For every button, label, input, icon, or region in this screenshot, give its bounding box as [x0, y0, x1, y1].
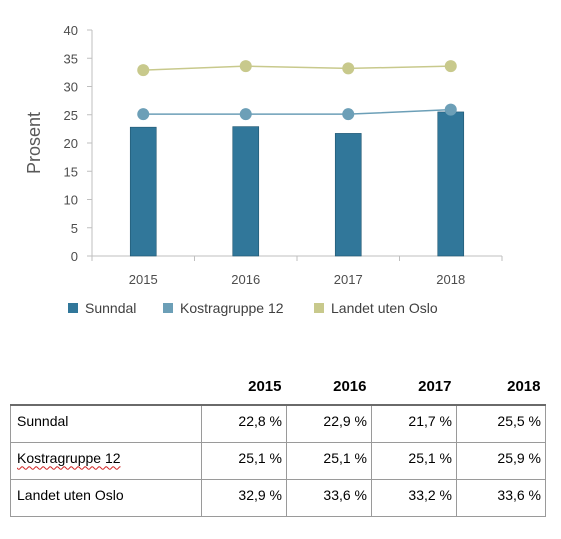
chart-legend: Sunndal Kostragruppe 12 Landet uten Oslo: [68, 300, 438, 316]
bar-series: [129, 111, 465, 257]
data-point: [444, 103, 457, 116]
series-line: [143, 108, 451, 115]
y-tick-label: 5: [71, 221, 78, 236]
row-label: Sunndal: [10, 404, 202, 443]
table-header-row: 2015 2016 2017 2018: [11, 368, 546, 405]
table-cell: 25,1 %: [371, 441, 457, 480]
legend-label: Sunndal: [85, 300, 136, 316]
chart-axes: 0 5 10 15 20 25 30 35 40 2015 2016 2017 2018 Prosent: [24, 23, 503, 287]
data-point: [239, 60, 252, 73]
table-cell: 22,8 %: [201, 404, 287, 443]
table-year-header: 2018: [507, 377, 541, 395]
data-point: [239, 108, 252, 121]
y-tick-label: 10: [64, 193, 78, 208]
legend-swatch: [163, 303, 173, 313]
bar: [232, 126, 260, 257]
table-row: Landet uten Oslo 32,9 % 33,6 % 33,2 % 33…: [10, 478, 546, 517]
table-cell: 33,6 %: [456, 478, 546, 517]
y-axis-label: Prosent: [24, 112, 44, 174]
table-cell: 25,1 %: [286, 441, 372, 480]
x-tick-label: 2016: [231, 272, 260, 287]
table-cell: 25,5 %: [456, 404, 546, 443]
legend-swatch: [314, 303, 324, 313]
line-series: [137, 60, 457, 121]
y-tick-label: 35: [64, 51, 78, 66]
bar: [334, 133, 362, 257]
x-tick-label: 2017: [334, 272, 363, 287]
data-point: [342, 62, 355, 75]
table-year-header: 2015: [248, 377, 282, 395]
y-tick-label: 0: [71, 249, 78, 264]
table-row: Sunndal 22,8 % 22,9 % 21,7 % 25,5 %: [10, 404, 546, 443]
y-tick-label: 30: [64, 80, 78, 95]
data-point: [137, 108, 150, 121]
x-tick-label: 2018: [436, 272, 465, 287]
bar: [437, 111, 465, 257]
table-row: Kostragruppe 12 25,1 % 25,1 % 25,1 % 25,…: [10, 441, 546, 480]
data-point: [137, 64, 150, 77]
y-tick-label: 15: [64, 164, 78, 179]
table-cell: 25,9 %: [456, 441, 546, 480]
table-cell: 33,2 %: [371, 478, 457, 517]
x-tick-label: 2015: [129, 272, 158, 287]
spellcheck-marked-label: Kostragruppe 12: [17, 449, 121, 466]
y-tick-label: 40: [64, 23, 78, 38]
legend-label: Landet uten Oslo: [331, 300, 438, 316]
table-cell: 32,9 %: [201, 478, 287, 517]
table-cell: 21,7 %: [371, 404, 457, 443]
y-tick-label: 20: [64, 136, 78, 151]
row-label: Kostragruppe 12: [10, 441, 202, 480]
series-line: [143, 65, 451, 71]
table-year-header: 2017: [418, 377, 452, 395]
row-label: Landet uten Oslo: [10, 478, 202, 517]
bar: [129, 126, 157, 257]
data-table: 2015 2016 2017 2018 Sunndal 22,8 % 22,9 …: [10, 368, 546, 517]
table-corner: [11, 368, 202, 405]
legend-swatch: [68, 303, 78, 313]
data-point: [444, 60, 457, 73]
table-year-header: 2016: [333, 377, 367, 395]
y-tick-label: 25: [64, 108, 78, 123]
table-cell: 22,9 %: [286, 404, 372, 443]
table-cell: 25,1 %: [201, 441, 287, 480]
legend-label: Kostragruppe 12: [180, 300, 284, 316]
data-point: [342, 108, 355, 121]
table-cell: 33,6 %: [286, 478, 372, 517]
